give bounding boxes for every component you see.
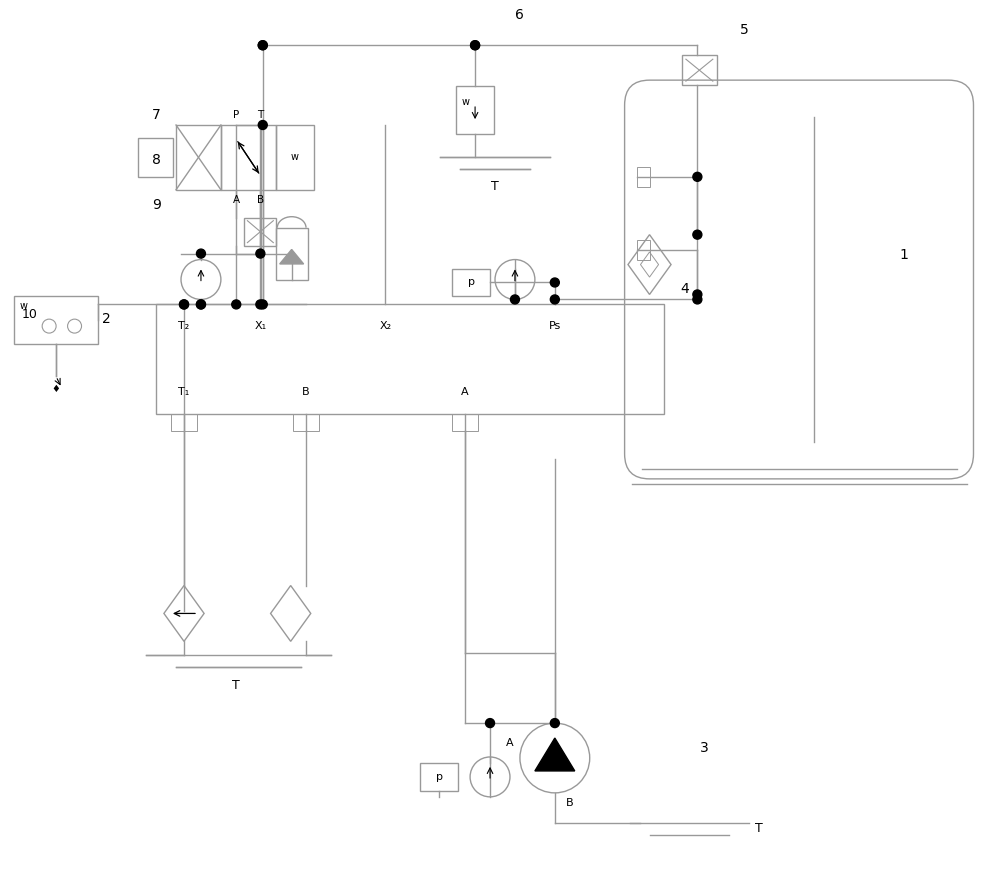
Text: T: T bbox=[491, 180, 499, 193]
Text: w: w bbox=[461, 97, 469, 108]
Bar bbox=[456, 87, 494, 134]
Text: A: A bbox=[233, 195, 240, 205]
Circle shape bbox=[232, 300, 241, 309]
Bar bbox=[452, 414, 478, 431]
Circle shape bbox=[510, 295, 519, 304]
Text: 7: 7 bbox=[152, 108, 160, 122]
Circle shape bbox=[256, 300, 265, 309]
Text: 6: 6 bbox=[515, 9, 524, 23]
Circle shape bbox=[693, 290, 702, 299]
Circle shape bbox=[693, 172, 702, 181]
Circle shape bbox=[196, 300, 205, 309]
Circle shape bbox=[471, 41, 480, 50]
Text: p: p bbox=[468, 277, 475, 288]
Bar bbox=[221, 125, 276, 190]
Bar bbox=[637, 239, 650, 260]
Text: w: w bbox=[20, 302, 28, 311]
Circle shape bbox=[180, 300, 188, 309]
Bar bbox=[293, 414, 319, 431]
Bar bbox=[276, 125, 314, 190]
Text: 1: 1 bbox=[899, 247, 908, 261]
Text: T: T bbox=[232, 679, 240, 691]
Bar bbox=[682, 55, 717, 85]
Circle shape bbox=[693, 295, 702, 304]
Polygon shape bbox=[280, 249, 304, 264]
Bar bbox=[171, 414, 197, 431]
Bar bbox=[176, 125, 221, 190]
Bar bbox=[637, 167, 650, 187]
Text: B: B bbox=[566, 798, 574, 808]
Text: X₁: X₁ bbox=[255, 322, 267, 331]
Polygon shape bbox=[535, 738, 575, 771]
Text: T: T bbox=[257, 110, 263, 120]
Bar bbox=[244, 218, 276, 246]
Text: w: w bbox=[291, 152, 299, 163]
Text: B: B bbox=[302, 387, 309, 397]
Text: P: P bbox=[233, 110, 239, 120]
Text: X₂: X₂ bbox=[379, 322, 391, 331]
Circle shape bbox=[258, 121, 267, 129]
Circle shape bbox=[550, 718, 559, 727]
Circle shape bbox=[693, 230, 702, 239]
Circle shape bbox=[196, 249, 205, 258]
Bar bbox=[276, 227, 308, 280]
Text: T₁: T₁ bbox=[178, 387, 190, 397]
Text: p: p bbox=[436, 772, 443, 782]
Text: 3: 3 bbox=[700, 741, 709, 755]
Text: 5: 5 bbox=[740, 24, 749, 38]
Text: A: A bbox=[461, 387, 469, 397]
Circle shape bbox=[550, 295, 559, 304]
Text: A: A bbox=[506, 738, 514, 748]
Circle shape bbox=[471, 41, 480, 50]
Circle shape bbox=[258, 41, 267, 50]
Text: T₂: T₂ bbox=[178, 322, 190, 331]
Bar bbox=[156, 304, 664, 414]
Text: B: B bbox=[257, 195, 264, 205]
Circle shape bbox=[256, 249, 265, 258]
Bar bbox=[14, 296, 98, 344]
Circle shape bbox=[258, 300, 267, 309]
Bar bbox=[138, 138, 173, 177]
Text: ♦: ♦ bbox=[52, 385, 60, 394]
Text: 4: 4 bbox=[680, 282, 689, 296]
Text: 9: 9 bbox=[152, 198, 161, 212]
Text: 2: 2 bbox=[102, 312, 111, 326]
Circle shape bbox=[180, 300, 188, 309]
Text: Ps: Ps bbox=[549, 322, 561, 331]
Bar bbox=[452, 268, 490, 296]
Circle shape bbox=[258, 41, 267, 50]
Text: T: T bbox=[755, 822, 763, 836]
Circle shape bbox=[550, 278, 559, 287]
Text: 10: 10 bbox=[22, 308, 37, 321]
Bar bbox=[420, 763, 458, 791]
Text: 8: 8 bbox=[152, 153, 161, 167]
Circle shape bbox=[486, 718, 495, 727]
Circle shape bbox=[196, 300, 205, 309]
